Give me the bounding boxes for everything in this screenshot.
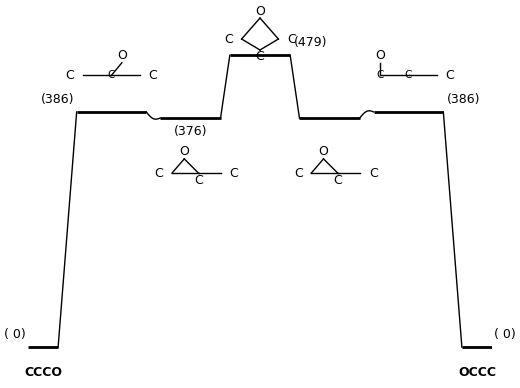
Text: C: C	[446, 69, 454, 82]
Text: OCCC: OCCC	[458, 365, 496, 379]
Text: C: C	[405, 70, 412, 80]
Text: C: C	[230, 166, 238, 180]
Text: C: C	[256, 50, 264, 62]
Text: C: C	[194, 174, 203, 187]
Text: C: C	[376, 70, 384, 80]
Text: (386): (386)	[41, 93, 74, 106]
Text: C: C	[108, 70, 115, 80]
Text: ( 0): ( 0)	[4, 328, 25, 341]
Text: ( 0): ( 0)	[495, 328, 516, 341]
Text: C: C	[154, 166, 163, 180]
Text: O: O	[179, 145, 189, 158]
Text: C: C	[287, 33, 296, 45]
Text: C: C	[333, 174, 342, 187]
Text: O: O	[375, 49, 385, 62]
Text: O: O	[319, 145, 329, 158]
Text: CCCO: CCCO	[24, 365, 62, 379]
Text: (376): (376)	[174, 125, 207, 139]
Text: (386): (386)	[447, 93, 480, 106]
Text: C: C	[66, 69, 74, 82]
Text: (479): (479)	[294, 36, 328, 49]
Text: C: C	[224, 33, 233, 45]
Text: O: O	[117, 49, 127, 62]
Text: C: C	[149, 69, 158, 82]
Text: O: O	[255, 5, 265, 19]
Text: C: C	[369, 166, 378, 180]
Text: C: C	[294, 166, 303, 180]
